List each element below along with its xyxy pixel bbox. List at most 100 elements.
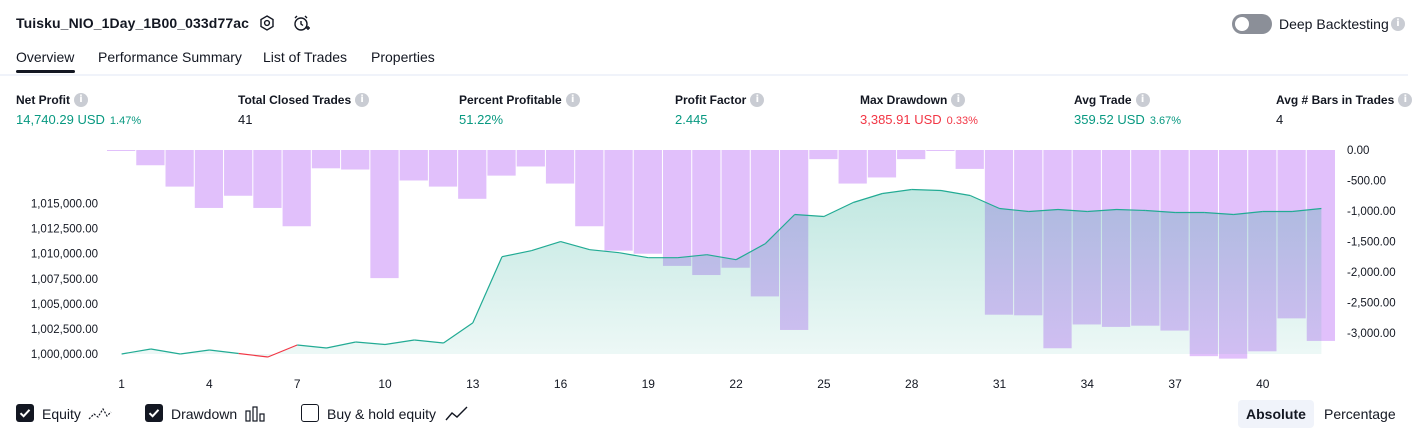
- x-axis-tick-label: 28: [905, 377, 919, 391]
- equity-checkbox[interactable]: [16, 404, 34, 422]
- x-axis-tick-label: 7: [294, 377, 301, 391]
- info-icon[interactable]: i: [1391, 17, 1405, 31]
- metric-label: Avg # Bars in Trades: [1276, 93, 1395, 107]
- buy-hold-checkbox[interactable]: [301, 404, 319, 422]
- equity-line-segment: [531, 241, 561, 252]
- tab-properties[interactable]: Properties: [371, 49, 435, 65]
- right-axis-tick-label: -2,500.00: [1347, 298, 1396, 310]
- metric-label: Avg Trade: [1074, 93, 1132, 107]
- metric-label: Total Closed Trades: [238, 93, 352, 107]
- equity-line-segment: [1028, 208, 1059, 213]
- x-axis-tick-label: 34: [1081, 377, 1095, 391]
- drawdown-bar: [809, 150, 838, 160]
- buy-hold-legend-label[interactable]: Buy & hold equity: [327, 406, 436, 422]
- equity-line-segment: [297, 344, 327, 349]
- right-axis-tick-label: -1,500.00: [1347, 237, 1396, 249]
- metric-value: 3,385.91 USD: [860, 112, 942, 127]
- metric-avg-bars-in-trades: Avg # Bars in Trades i 4: [1276, 92, 1413, 127]
- drawdown-legend-label[interactable]: Drawdown: [171, 406, 238, 422]
- info-icon[interactable]: i: [1135, 92, 1150, 107]
- drawdown-bar: [897, 150, 926, 160]
- metric-value: 51.22%: [459, 112, 504, 127]
- info-icon[interactable]: i: [355, 92, 370, 107]
- drawdown-checkbox[interactable]: [145, 404, 163, 422]
- equity-line-segment: [735, 243, 766, 261]
- left-axis-tick-label: 1,000,000.00: [31, 349, 98, 361]
- toggle-knob: [1235, 17, 1249, 31]
- metric-percent: 1.47%: [109, 115, 142, 127]
- info-icon[interactable]: i: [565, 92, 580, 107]
- info-icon[interactable]: i: [1398, 92, 1413, 107]
- equity-line-segment: [853, 192, 883, 204]
- equity-line-segment: [326, 341, 356, 349]
- equity-line-segment: [1204, 211, 1234, 216]
- x-axis-tick-label: 16: [554, 377, 568, 391]
- x-axis-tick-label: 19: [642, 377, 656, 391]
- strategy-header: Tuisku_NIO_1Day_1B00_033d77ac Deep Backt…: [0, 0, 1424, 44]
- drawdown-bar: [341, 150, 370, 170]
- equity-line-segment: [589, 249, 620, 254]
- tab-performance-summary[interactable]: Performance Summary: [98, 49, 242, 65]
- drawdown-bar: [282, 150, 311, 227]
- metric-value: 14,740.29 USD: [16, 112, 105, 127]
- drawdown-bar: [545, 150, 575, 184]
- left-axis-tick-label: 1,005,000.00: [31, 299, 98, 311]
- gear-icon[interactable]: [258, 14, 276, 32]
- info-icon[interactable]: i: [951, 92, 966, 107]
- equity-legend-label[interactable]: Equity: [42, 406, 81, 422]
- tab-list-of-trades[interactable]: List of Trades: [263, 49, 348, 65]
- equity-series: [121, 188, 1322, 358]
- info-icon[interactable]: i: [74, 92, 88, 107]
- drawdown-bar: [107, 150, 136, 151]
- drawdown-bar: [955, 150, 984, 169]
- drawdown-bar: [604, 150, 633, 251]
- left-axis: 1,000,000.00 1,002,500.00 1,005,000.00 1,00…: [31, 199, 98, 362]
- equity-line-segment: [209, 349, 239, 355]
- metric-value: 359.52 USD: [1074, 112, 1145, 127]
- right-axis-tick-label: 0.00: [1347, 145, 1369, 157]
- x-axis-tick-label: 37: [1168, 377, 1182, 391]
- tab-overview[interactable]: Overview: [16, 49, 75, 65]
- metric-profit-factor: Profit Factor i 2.445: [675, 92, 765, 127]
- equity-area: [121, 189, 1322, 357]
- equity-line-segment: [706, 254, 737, 261]
- metric-label: Max Drawdown: [860, 93, 948, 107]
- x-axis-tick-label: 1: [118, 377, 125, 391]
- equity-line-segment: [355, 341, 386, 346]
- x-axis: 1 4 7 10 13 16 19 22 25 28 31 34 37 40: [118, 377, 1270, 391]
- equity-line-segment: [969, 194, 1000, 210]
- x-axis-tick-label: 4: [206, 377, 213, 391]
- active-tab-indicator: [16, 70, 75, 73]
- equity-line-segment: [267, 344, 298, 358]
- equity-line-segment: [472, 256, 503, 324]
- drawdown-bar: [867, 150, 897, 178]
- absolute-mode-button[interactable]: Absolute: [1238, 400, 1314, 428]
- deep-backtesting-label: Deep Backtesting: [1279, 16, 1389, 32]
- equity-line-segment: [940, 189, 971, 197]
- equity-line-segment: [882, 188, 912, 195]
- equity-line-segment: [560, 241, 590, 251]
- x-axis-tick-label: 13: [466, 377, 480, 391]
- x-axis-tick-label: 25: [817, 377, 831, 391]
- drawdown-bar: [721, 150, 750, 268]
- info-icon[interactable]: i: [750, 92, 765, 107]
- metric-label: Profit Factor: [675, 93, 747, 107]
- drawdown-bar: [838, 150, 867, 184]
- metric-total-closed-trades: Total Closed Trades i 41: [238, 92, 370, 127]
- deep-backtesting-toggle[interactable]: [1232, 14, 1272, 34]
- equity-drawdown-chart[interactable]: 1,000,000.00 1,002,500.00 1,005,000.00 1,00…: [0, 140, 1424, 398]
- metric-avg-trade: Avg Trade i 359.52 USD 3.67%: [1074, 92, 1181, 127]
- equity-line-segment: [1292, 207, 1322, 213]
- equity-line-segment: [823, 201, 854, 218]
- equity-line-segment: [443, 322, 474, 344]
- metric-value: 4: [1276, 112, 1284, 127]
- right-axis-tick-label: -500.00: [1347, 176, 1386, 188]
- drawdown-bar: [399, 150, 428, 181]
- equity-line-segment: [150, 348, 181, 355]
- x-axis-tick-label: 31: [993, 377, 1007, 391]
- drawdown-bar: [194, 150, 224, 208]
- tab-bar: Overview Performance Summary List of Tra…: [0, 44, 1408, 76]
- percentage-mode-button[interactable]: Percentage: [1324, 406, 1396, 422]
- drawdown-bar: [136, 150, 165, 166]
- alarm-clock-plus-icon[interactable]: [292, 14, 310, 32]
